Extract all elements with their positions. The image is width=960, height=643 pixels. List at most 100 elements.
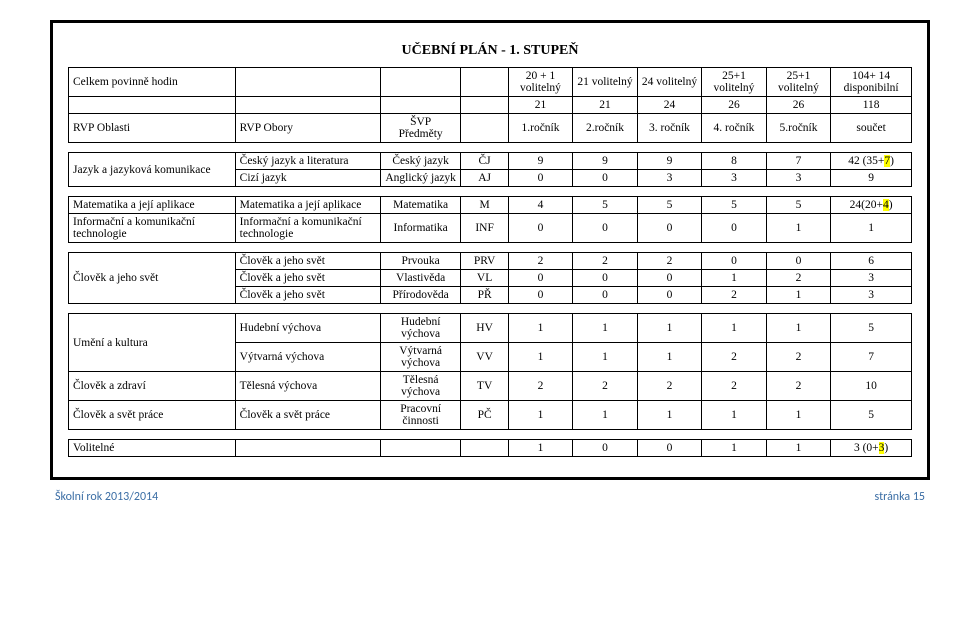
grade-cell: 1 — [637, 401, 702, 430]
grade-cell: 2 — [766, 270, 831, 287]
grade-cell: 1 — [573, 343, 638, 372]
grade-cell: 1 — [766, 401, 831, 430]
predmet-cell: Prvouka — [380, 253, 461, 270]
oblast-cell: Člověk a zdraví — [69, 372, 236, 401]
sum-cell: 3 (0+3) — [831, 440, 912, 457]
plan-title: UČEBNÍ PLÁN - 1. STUPEŇ — [68, 43, 912, 59]
obor-cell: Hudební výchova — [235, 314, 380, 343]
grade-cell: 5 — [702, 197, 767, 214]
hdr-top-4: 25+1 volitelný — [766, 68, 831, 97]
grade-cell: 4 — [508, 197, 573, 214]
sum-cell: 6 — [831, 253, 912, 270]
grade-cell: 5 — [637, 197, 702, 214]
grade-cell: 0 — [637, 440, 702, 457]
grade-cell: 0 — [637, 214, 702, 243]
grade-cell: 2 — [637, 372, 702, 401]
obor-cell: Člověk a jeho svět — [235, 270, 380, 287]
code-cell: M — [461, 197, 508, 214]
code-cell: ČJ — [461, 153, 508, 170]
grade-cell: 1 — [573, 314, 638, 343]
hdr-top-1: 21 volitelný — [573, 68, 638, 97]
obor-cell: Člověk a svět práce — [235, 401, 380, 430]
code-cell: HV — [461, 314, 508, 343]
hdr-top-2: 24 volitelný — [637, 68, 702, 97]
oblast-cell: Člověk a svět práce — [69, 401, 236, 430]
grade-cell: 0 — [508, 287, 573, 304]
code-cell: PŘ — [461, 287, 508, 304]
plan-table: Celkem povinně hodin 20 + 1 volitelný21 v… — [68, 67, 912, 457]
hdr-mid-0: 21 — [508, 97, 573, 114]
oblast-cell: Matematika a její aplikace — [69, 197, 236, 214]
grade-cell: 1 — [702, 270, 767, 287]
hdr-bot-3: 4. ročník — [702, 114, 767, 143]
predmet-cell: Matematika — [380, 197, 461, 214]
sum-cell: 42 (35+7) — [831, 153, 912, 170]
obor-cell: Výtvarná výchova — [235, 343, 380, 372]
grade-cell: 1 — [508, 440, 573, 457]
obor-cell — [235, 440, 380, 457]
grade-cell: 2 — [766, 343, 831, 372]
grade-cell: 1 — [766, 440, 831, 457]
hdr-bot-2: 3. ročník — [637, 114, 702, 143]
grade-cell: 2 — [702, 287, 767, 304]
hdr-mid-3: 26 — [702, 97, 767, 114]
grade-cell: 0 — [702, 214, 767, 243]
code-cell: TV — [461, 372, 508, 401]
sum-cell: 9 — [831, 170, 912, 187]
predmet-cell: Přírodověda — [380, 287, 461, 304]
obor-cell: Matematika a její aplikace — [235, 197, 380, 214]
grade-cell: 0 — [573, 440, 638, 457]
code-cell: PČ — [461, 401, 508, 430]
grade-cell: 2 — [766, 372, 831, 401]
grade-cell: 1 — [702, 440, 767, 457]
sum-cell: 3 — [831, 287, 912, 304]
grade-cell: 0 — [637, 287, 702, 304]
code-cell: VL — [461, 270, 508, 287]
predmet-cell — [380, 440, 461, 457]
grade-cell: 1 — [702, 314, 767, 343]
sum-cell: 1 — [831, 214, 912, 243]
grade-cell: 1 — [637, 314, 702, 343]
grade-cell: 0 — [573, 270, 638, 287]
oblast-cell: Informační a komunikační technologie — [69, 214, 236, 243]
grade-cell: 1 — [766, 314, 831, 343]
grade-cell: 1 — [637, 343, 702, 372]
footer-left: Školní rok 2013/2014 — [55, 490, 158, 504]
hdr-bot-1: 2.ročník — [573, 114, 638, 143]
grade-cell: 1 — [702, 401, 767, 430]
predmet-cell: Anglický jazyk — [380, 170, 461, 187]
obor-cell: Člověk a jeho svět — [235, 287, 380, 304]
grade-cell: 3 — [637, 170, 702, 187]
code-cell: AJ — [461, 170, 508, 187]
grade-cell: 1 — [766, 287, 831, 304]
code-cell: INF — [461, 214, 508, 243]
grade-cell: 2 — [702, 343, 767, 372]
grade-cell: 8 — [702, 153, 767, 170]
grade-cell: 2 — [508, 253, 573, 270]
hdr-bot-0: 1.ročník — [508, 114, 573, 143]
hdr-totals-label: Celkem povinně hodin — [69, 68, 236, 97]
hdr-oblast: RVP Oblasti — [69, 114, 236, 143]
grade-cell: 0 — [573, 214, 638, 243]
hdr-bot-5: součet — [831, 114, 912, 143]
hdr-bot-4: 5.ročník — [766, 114, 831, 143]
grade-cell: 1 — [508, 314, 573, 343]
hdr-top-0: 20 + 1 volitelný — [508, 68, 573, 97]
grade-cell: 2 — [573, 253, 638, 270]
grade-cell: 7 — [766, 153, 831, 170]
grade-cell: 2 — [637, 253, 702, 270]
predmet-cell: Hudební výchova — [380, 314, 461, 343]
grade-cell: 1 — [766, 214, 831, 243]
predmet-cell: Tělesná výchova — [380, 372, 461, 401]
grade-cell: 1 — [573, 401, 638, 430]
grade-cell: 0 — [702, 253, 767, 270]
obor-cell: Tělesná výchova — [235, 372, 380, 401]
oblast-cell: Umění a kultura — [69, 314, 236, 372]
predmet-cell: Pracovní činnosti — [380, 401, 461, 430]
obor-cell: Český jazyk a literatura — [235, 153, 380, 170]
obor-cell: Cizí jazyk — [235, 170, 380, 187]
grade-cell: 1 — [508, 401, 573, 430]
grade-cell: 0 — [508, 270, 573, 287]
predmet-cell: Vlastivěda — [380, 270, 461, 287]
grade-cell: 3 — [766, 170, 831, 187]
